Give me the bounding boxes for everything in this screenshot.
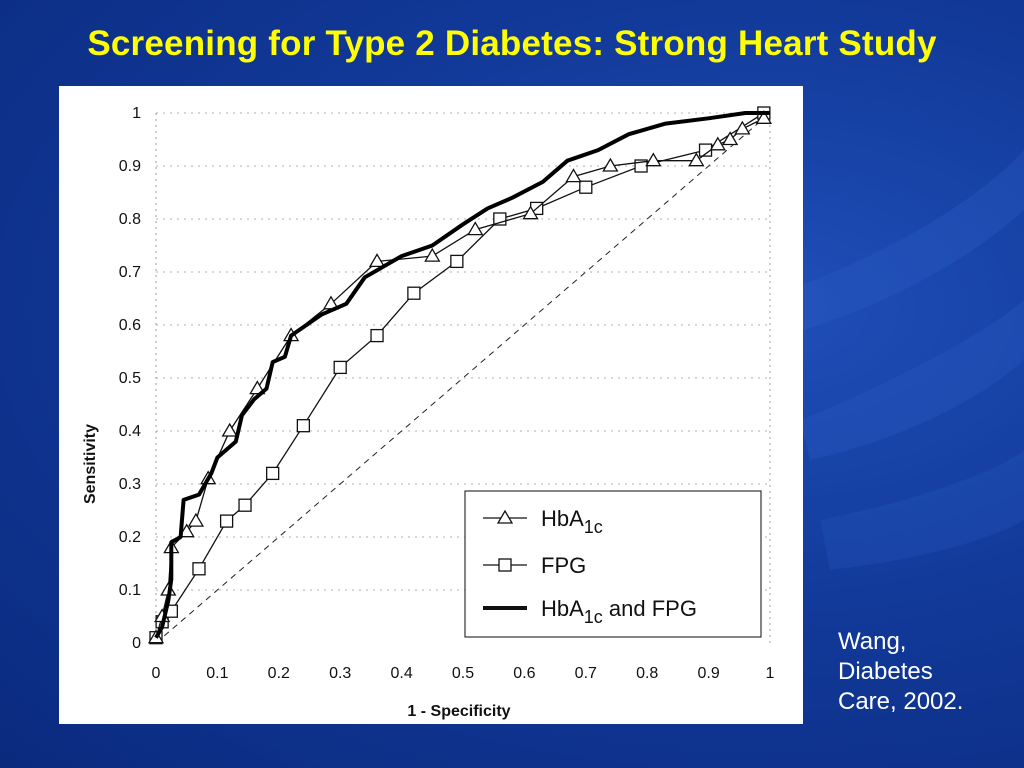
y-axis-title: Sensitivity [82,424,99,504]
x-tick-label: 0.2 [268,665,290,682]
hba1c-point [249,380,266,395]
y-tick-label: 1 [132,105,141,122]
fpg-point [192,562,206,576]
citation-line-3: Care, 2002. [838,688,964,715]
hba1c-point [734,120,751,135]
hba1c-point [368,253,386,268]
x-tick-label: 0.7 [575,665,597,682]
y-tick-label: 0.9 [119,158,141,175]
citation: Wang, Diabetes Care, 2002. [838,627,1008,717]
hba1c-point [187,512,205,527]
x-tick-label: 0.3 [329,665,351,682]
x-tick-label: 0 [152,665,161,682]
fpg-point [238,498,252,512]
hba1c-point [522,205,539,220]
fpg-point [407,286,421,300]
fpg-point [219,514,234,528]
x-tick-label: 0.5 [452,665,474,682]
y-tick-label: 0.8 [119,211,141,228]
legend-label-hba1c: HbA1c [541,506,603,537]
y-tick-label: 0.5 [119,370,141,387]
y-tick-label: 0 [132,635,141,652]
fpg-point [296,419,311,433]
legend-marker-triangle [496,509,514,524]
series-line-fpg [155,112,765,638]
y-tick-label: 0.3 [119,476,141,493]
series-line-hba1c-and-fpg [154,111,770,639]
x-tick-label: 0.8 [636,665,658,682]
hba1c-point [467,221,484,236]
tick-labels: 0 0.1 0.2 0.3 0.4 0.5 0.6 0.7 0.8 0.9 1 0 0.1 0.2 0.3 0… [119,105,775,682]
y-tick-label: 0.2 [119,529,141,546]
fpg-point [333,360,347,375]
y-tick-label: 0.7 [119,264,141,281]
x-axis-title: 1 - Specificity [407,703,510,720]
hba1c-point [565,168,582,183]
legend-label-combined: HbA1c and FPG [541,596,697,627]
hba1c-point [178,523,195,538]
legend-label-fpg: FPG [541,553,586,578]
hba1c-point [688,152,705,167]
fpg-point [450,254,464,269]
citation-line-1: Wang, [838,628,907,655]
hba1c-point [645,152,662,167]
x-tick-label: 0.1 [206,665,228,682]
hba1c-point [709,136,726,151]
legend-box [464,490,762,638]
series-layer [147,106,772,645]
y-tick-label: 0.6 [119,317,141,334]
fpg-point [579,180,593,194]
axes [155,113,771,643]
roc-chart: Sensitivity 1 - Specificity 0 0.1 0.2 0.3 0.… [82,105,775,720]
y-tick-label: 0.4 [119,423,141,440]
hba1c-point [721,131,739,146]
citation-line-2: Diabetes [838,658,933,685]
x-tick-label: 0.6 [513,665,535,682]
hba1c-point [755,110,772,124]
x-tick-label: 1 [766,665,775,682]
hba1c-point [424,247,441,262]
reference-diagonal-line [155,112,771,644]
fpg-point [266,466,280,481]
y-tick-label: 0.1 [119,582,141,599]
legend-marker-square [498,558,512,572]
fpg-point [370,328,384,343]
x-tick-label: 0.4 [390,665,412,682]
slide-title: Screening for Type 2 Diabetes: Strong He… [87,24,937,63]
hba1c-point [221,422,238,437]
legend: HbA1c FPG HbA1c and FPG [464,490,762,638]
x-tick-label: 0.9 [697,665,719,682]
chart-panel: Sensitivity 1 - Specificity 0 0.1 0.2 0.3 0.… [59,86,803,724]
hba1c-point [602,157,619,172]
